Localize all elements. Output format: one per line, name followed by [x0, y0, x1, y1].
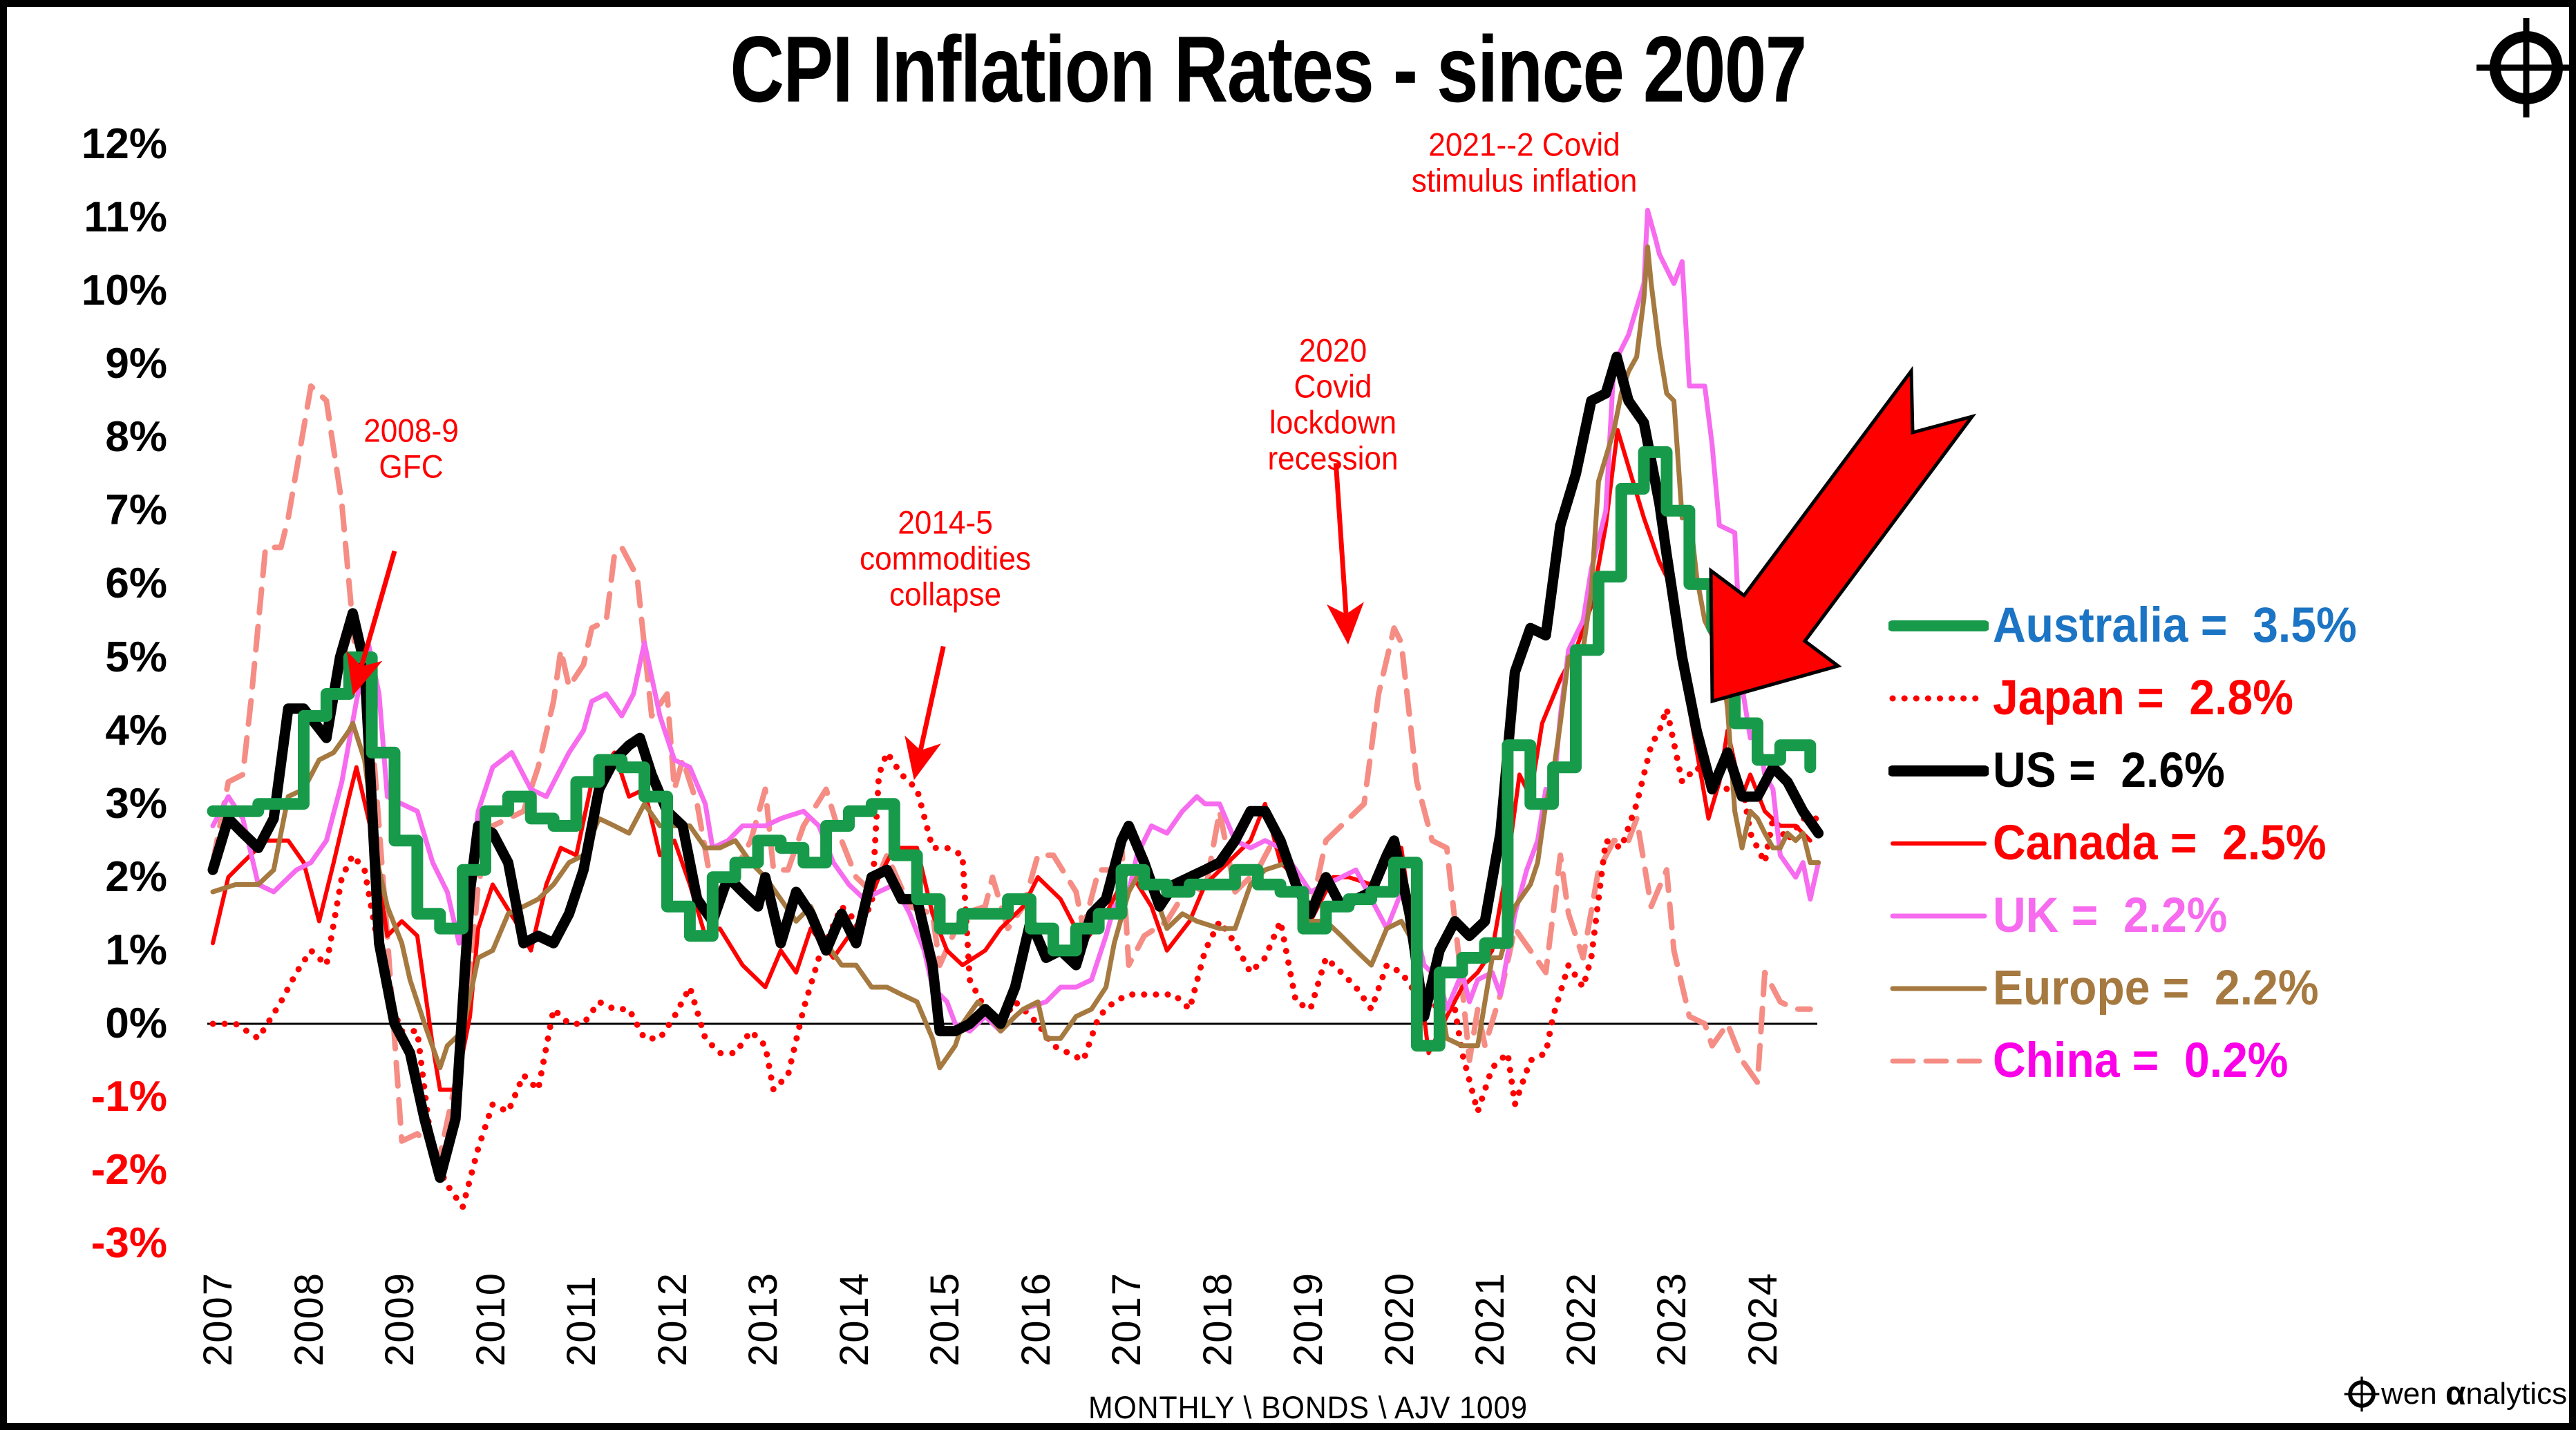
legend-line-sample [1888, 765, 1989, 776]
footer-note: MONTHLY \ BONDS \ AJV 1009 [1088, 1390, 1528, 1425]
annotation-arrow-lockdown [1327, 463, 1364, 645]
annotation-arrow-commodities [905, 645, 946, 781]
x-tick-label: 2012 [650, 1271, 695, 1366]
chart-title: CPI Inflation Rates - since 2007 [730, 17, 1807, 122]
annotation-lockdown: 2020 Covid lockdown recession [1267, 332, 1399, 477]
x-tick-label: 2019 [1286, 1271, 1331, 1366]
annotation-stimulus: 2021--2 Covid stimulus inflation [1411, 126, 1637, 199]
x-tick-label: 2007 [196, 1271, 240, 1366]
legend-row-australia: Australia = 3.5% [1888, 589, 2384, 662]
legend-line-sample [1889, 695, 1988, 701]
y-tick-label: 8% [105, 413, 167, 461]
y-tick-label: 2% [105, 852, 167, 901]
y-tick-label: -3% [91, 1219, 167, 1268]
big-red-arrow-icon [1709, 365, 1977, 704]
legend-label: China = 0.2% [1993, 1033, 2289, 1088]
x-tick-label: 2016 [1013, 1271, 1059, 1366]
legend-label: Canada = 2.5% [1993, 816, 2327, 870]
y-tick-label: 5% [105, 633, 167, 681]
y-tick-label: 4% [105, 706, 167, 754]
legend-label: US = 2.6% [1993, 743, 2225, 798]
y-tick-label: 12% [81, 120, 167, 168]
legend-line-sample [1890, 986, 1987, 991]
legend-line-sample [1888, 620, 1989, 631]
brand-suffix: nalytics [2465, 1376, 2568, 1411]
y-tick-label: -2% [91, 1146, 167, 1194]
legend-label: Australia = 3.5% [1993, 598, 2357, 653]
x-tick-label: 2014 [831, 1271, 877, 1366]
x-tick-label: 2018 [1195, 1271, 1240, 1366]
legend-line-sample [1890, 913, 1987, 918]
x-tick-label: 2017 [1104, 1271, 1149, 1366]
series-japan [209, 705, 1822, 1210]
brand-logo: wen α nalytics [2344, 1375, 2567, 1413]
annotation-arrow-gfc [346, 550, 397, 696]
y-tick-label: 10% [81, 267, 167, 314]
series-australia [207, 446, 1817, 1052]
legend-line-sample [1891, 841, 1987, 846]
y-tick-label: 11% [84, 193, 167, 241]
chart-canvas [207, 207, 1977, 1210]
y-tick-label: 9% [105, 340, 167, 388]
legend: Australia = 3.5% Japan = 2.8% US = 2.6% Can… [1888, 589, 2384, 1097]
x-tick-label: 2024 [1740, 1271, 1786, 1366]
alpha-glyph: α [2445, 1375, 2466, 1412]
legend-label: Japan = 2.8% [1993, 671, 2293, 725]
x-tick-label: 2008 [286, 1271, 332, 1366]
legend-label: UK = 2.2% [1993, 888, 2228, 943]
legend-row-europe: Europe = 2.2% [1888, 952, 2384, 1024]
y-tick-label: -1% [91, 1073, 167, 1121]
x-tick-label: 2021 [1468, 1271, 1513, 1366]
x-tick-label: 2010 [468, 1271, 513, 1366]
y-tick-label: 7% [105, 486, 167, 535]
annotation-gfc: 2008-9 GFC [363, 412, 459, 485]
series-uk [210, 207, 1821, 1034]
x-tick-label: 2015 [922, 1271, 967, 1366]
legend-row-canada: Canada = 2.5% [1888, 807, 2384, 879]
series-china [210, 383, 1813, 1159]
y-tick-label: 3% [105, 779, 167, 828]
legend-line-sample [1890, 1058, 1987, 1063]
legend-label: Europe = 2.2% [1993, 961, 2319, 1016]
brand-prefix: wen [2381, 1376, 2445, 1411]
x-tick-label: 2011 [559, 1275, 604, 1366]
x-tick-label: 2023 [1649, 1271, 1694, 1366]
y-tick-label: 6% [105, 560, 167, 608]
y-tick-label: 1% [105, 926, 167, 974]
legend-row-uk: UK = 2.2% [1888, 879, 2384, 952]
crosshair-icon [2476, 18, 2569, 117]
y-tick-label: 0% [105, 1000, 167, 1047]
annotation-commodities: 2014-5 commodities collapse [859, 504, 1031, 613]
x-tick-label: 2022 [1558, 1271, 1604, 1366]
x-tick-label: 2020 [1376, 1271, 1422, 1366]
legend-row-china: China = 0.2% [1888, 1024, 2384, 1097]
brand-crosshair-icon [2344, 1376, 2380, 1411]
x-tick-label: 2009 [377, 1271, 422, 1366]
legend-row-us: US = 2.6% [1888, 734, 2384, 807]
x-tick-label: 2013 [741, 1271, 786, 1366]
legend-row-japan: Japan = 2.8% [1888, 662, 2384, 734]
